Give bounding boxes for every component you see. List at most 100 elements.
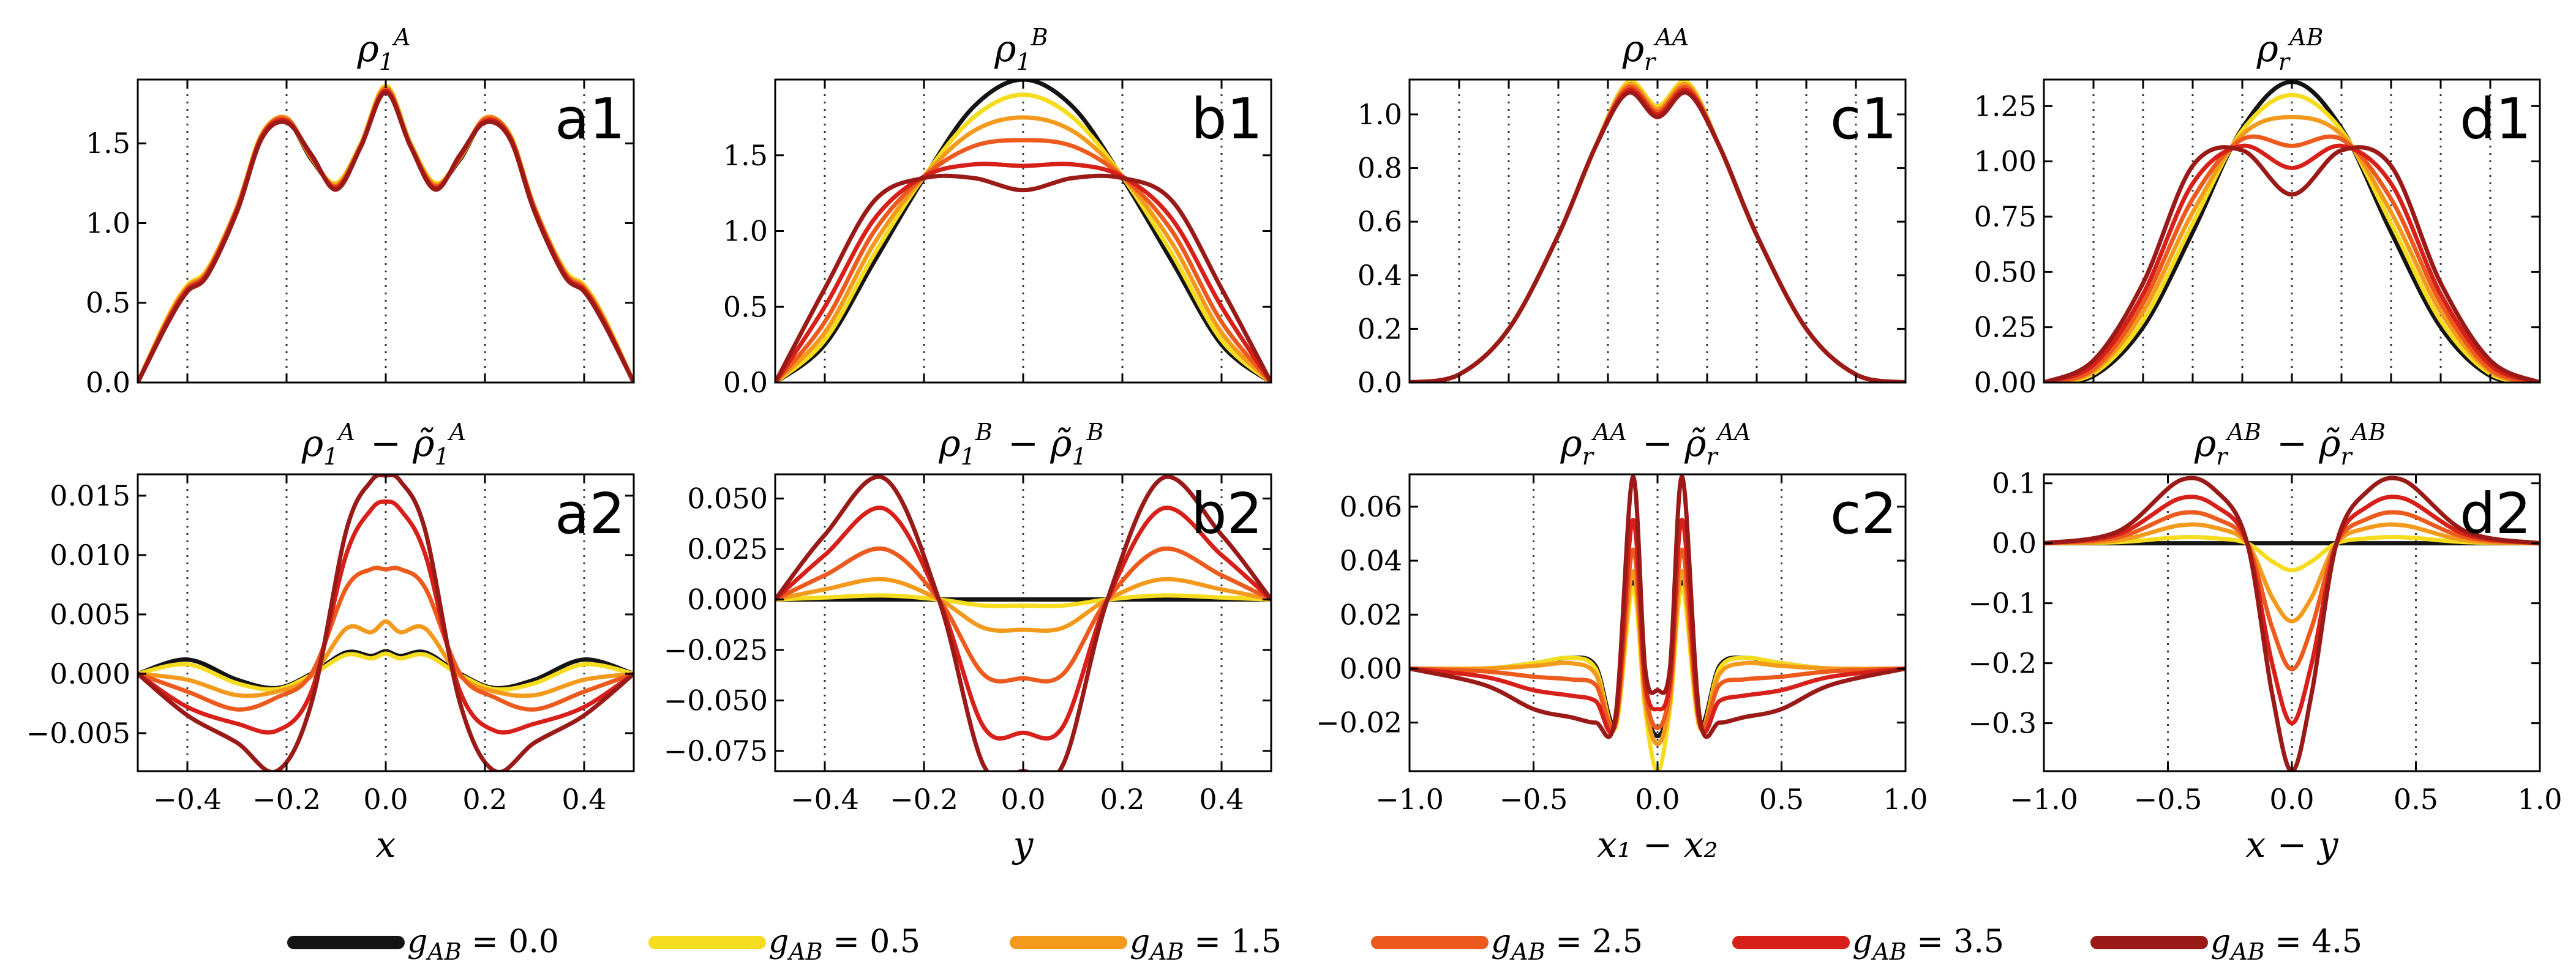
y-tick-label-a1-1: 0.5: [86, 286, 130, 319]
panel-tag-c1: c1: [1830, 86, 1897, 152]
y-tick-label-a1-0: 0.0: [86, 366, 130, 399]
panel-title-c2: ρrAA − ρ̃rAA: [1560, 419, 1754, 470]
y-tick-label-a2-4: 0.015: [50, 479, 130, 512]
y-tick-label-b2-4: 0.025: [687, 532, 768, 566]
series-line-b2-4: [775, 506, 1271, 741]
series-line-c2-5: [1410, 474, 1906, 739]
y-tick-label-a1-2: 1.0: [86, 206, 130, 239]
series-group: [138, 474, 634, 771]
series-line-d2-2: [2044, 522, 2540, 624]
series-line-b1-0: [775, 80, 1271, 383]
legend-entry-4: gAB = 3.5: [1732, 924, 2004, 965]
y-tick-label-c1-3: 0.6: [1357, 205, 1402, 238]
series-group: [1410, 474, 1906, 771]
panel-tag-b2: b2: [1191, 481, 1263, 547]
series-line-d1-3: [2044, 134, 2540, 383]
series-line-a2-0: [138, 649, 634, 690]
y-tick-label-c1-1: 0.2: [1357, 312, 1402, 345]
series-line-b1-1: [775, 92, 1271, 383]
y-tick-label-d2-1: −0.2: [1968, 647, 2037, 680]
series-line-b1-2: [775, 115, 1271, 383]
x-tick-label-d2-2: 0.0: [2269, 783, 2314, 816]
panel-a2: −0.005 0.000 0.005 0.010 0.015 −0.4 −0.2 0.0 0.2…: [26, 419, 635, 865]
legend-entry-3: gAB = 2.5: [1371, 924, 1643, 965]
x-tick-label-d2-3: 0.5: [2394, 783, 2438, 816]
panel-a1: 0.0 0.5 1.0 1.5 ρ1A a1: [86, 24, 635, 399]
x-tick-label-a2-1: −0.2: [252, 783, 321, 816]
panel-b1: 0.0 0.5 1.0 1.5 ρ1B b1: [723, 24, 1272, 399]
x-tick-label-b2-2: 0.0: [1001, 783, 1045, 816]
x-tick-label-a2-3: 0.2: [462, 783, 507, 816]
series-line-b1-3: [775, 138, 1271, 383]
x-tick-label-d2-1: −0.5: [2134, 783, 2202, 816]
legend-label-0: gAB = 0.0: [407, 924, 559, 965]
legend-entry-2: gAB = 1.5: [1010, 924, 1282, 965]
y-tick-label-a1-3: 1.5: [86, 127, 130, 160]
series-line-b2-5: [775, 474, 1271, 771]
series-line-a2-2: [138, 619, 634, 698]
y-tick-label-b2-0: −0.075: [664, 734, 768, 767]
y-tick-label-d1-4: 1.00: [1974, 145, 2037, 178]
y-tick-label-d1-2: 0.50: [1974, 255, 2037, 288]
series-line-c2-3: [1410, 547, 1906, 731]
series-line-c2-1: [1410, 585, 1906, 771]
x-tick-label-b2-0: −0.4: [790, 783, 859, 816]
x-tick-label-a2-4: 0.4: [561, 783, 606, 816]
x-tick-label-d2-0: −1.0: [2010, 783, 2078, 816]
series-line-a2-4: [138, 499, 634, 735]
y-tick-label-b2-3: 0.000: [687, 583, 768, 616]
series-group: [2044, 476, 2540, 771]
y-tick-label-c1-5: 1.0: [1357, 98, 1402, 131]
y-tick-label-c1-0: 0.0: [1357, 366, 1402, 399]
y-tick-label-b2-2: −0.025: [664, 633, 768, 666]
legend: gAB = 0.0 gAB = 0.5 gAB = 1.5 gAB = 2.5 gAB …: [287, 924, 2362, 965]
x-axis-label-d2: x − y: [2246, 824, 2339, 865]
series-line-b2-1: [775, 593, 1271, 608]
panel-tag-d1: d1: [2460, 86, 2531, 152]
panel-tag-a2: a2: [555, 481, 625, 547]
x-tick-label-b2-4: 0.4: [1199, 783, 1244, 816]
x-tick-label-c2-2: 0.0: [1635, 783, 1680, 816]
y-tick-label-d2-3: 0.0: [1992, 527, 2037, 560]
series-line-b1-4: [775, 162, 1271, 383]
series-group: [775, 80, 1271, 383]
y-tick-label-a2-2: 0.005: [50, 598, 130, 631]
series-line-d1-1: [2044, 92, 2540, 383]
legend-entry-0: gAB = 0.0: [287, 924, 559, 965]
legend-label-1: gAB = 0.5: [768, 924, 920, 965]
panel-title-a1: ρ1A: [357, 24, 415, 75]
panel-tag-a1: a1: [555, 86, 625, 152]
x-axis-label-b2: y: [1012, 824, 1034, 865]
series-line-d1-4: [2044, 143, 2540, 383]
series-group: [775, 474, 1271, 771]
x-tick-label-c2-1: −0.5: [1500, 783, 1568, 816]
y-tick-label-d2-2: −0.1: [1968, 587, 2037, 620]
y-tick-label-c1-4: 0.8: [1357, 152, 1402, 185]
panel-c2: −0.02 0.00 0.02 0.04 0.06 −1.0 −0.5 0.0 0.5 1.0 ρr…: [1316, 419, 1928, 865]
series-line-d2-3: [2044, 510, 2540, 671]
y-tick-label-b1-2: 1.0: [723, 215, 768, 248]
panel-title-d1: ρrAB: [2256, 24, 2327, 75]
panel-title-d2: ρrAB − ρ̃rAB: [2194, 419, 2389, 470]
y-tick-label-c2-4: 0.06: [1340, 490, 1402, 523]
y-tick-label-d1-3: 0.75: [1974, 200, 2037, 233]
x-tick-label-a2-0: −0.4: [153, 783, 222, 816]
x-tick-label-a2-2: 0.0: [363, 783, 408, 816]
y-tick-label-b1-0: 0.0: [723, 366, 768, 399]
panel-d1: 0.00 0.25 0.50 0.75 1.00 1.25 ρrAB d1: [1974, 24, 2541, 399]
y-tick-label-b1-1: 0.5: [723, 290, 768, 323]
panel-title-b2: ρ1B − ρ̃1B: [938, 419, 1107, 470]
x-axis-label-a2: x: [376, 824, 396, 865]
panel-tag-d2: d2: [2460, 481, 2531, 547]
series-line-d2-5: [2044, 476, 2540, 771]
y-tick-label-d2-0: −0.3: [1968, 707, 2037, 740]
series-line-d1-2: [2044, 114, 2540, 383]
y-tick-label-d1-5: 1.25: [1974, 89, 2037, 122]
legend-label-2: gAB = 1.5: [1130, 924, 1282, 965]
legend-label-3: gAB = 2.5: [1491, 924, 1643, 965]
panel-d2: −0.3 −0.2 −0.1 0.0 0.1 −1.0 −0.5 0.0 0.5 1.0 ρrAB …: [1968, 419, 2562, 865]
panel-tag-c2: c2: [1830, 481, 1897, 547]
series-line-d1-5: [2044, 145, 2540, 383]
